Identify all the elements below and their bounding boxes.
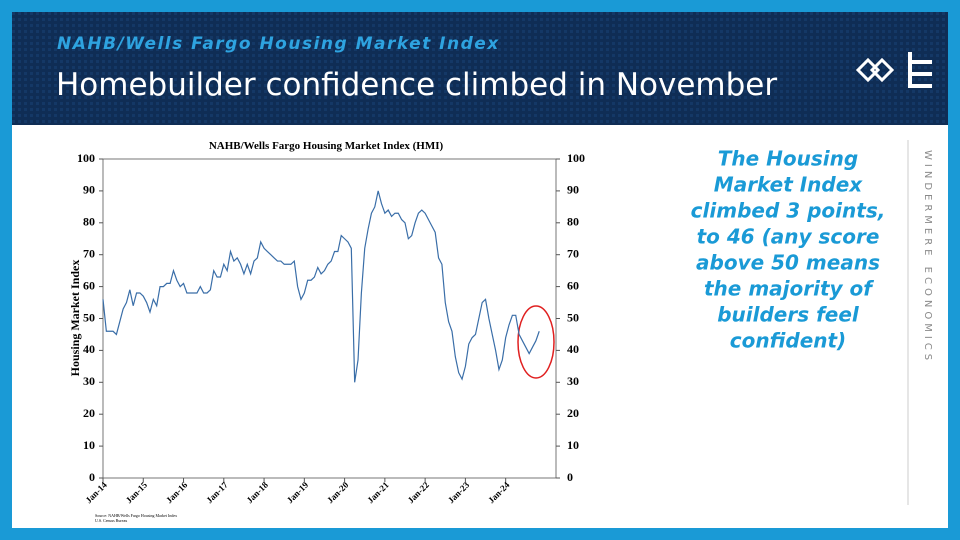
y-tick-label: 30 <box>83 374 95 388</box>
y2-tick-label: 0 <box>567 470 573 484</box>
chart-title: NAHB/Wells Fargo Housing Market Index (H… <box>209 140 444 152</box>
y-tick-label: 20 <box>83 406 95 420</box>
y-tick-label: 100 <box>77 151 95 165</box>
header-band <box>12 12 948 125</box>
line-series <box>102 190 540 383</box>
y2-tick-label: 40 <box>567 342 579 356</box>
y-tick-label: 60 <box>83 278 95 292</box>
highlight-circle <box>517 305 555 379</box>
y-tick-label: 80 <box>83 215 95 229</box>
y-axis-label: Housing Market Index <box>68 260 82 377</box>
callout-line: builders feel <box>717 303 860 327</box>
y-tick-label: 70 <box>83 246 95 260</box>
y-tick-label: 10 <box>83 438 95 452</box>
callout-line: climbed 3 points, <box>691 199 886 223</box>
y2-tick-label: 80 <box>567 215 579 229</box>
logo <box>855 52 932 88</box>
source: Source: NAHB/Wells Fargo Housing Market … <box>95 513 177 518</box>
title: Homebuilder confidence climbed in Novemb… <box>56 67 777 103</box>
callout-line: to 46 (any score <box>697 225 880 249</box>
y-tick-label: 0 <box>89 470 95 484</box>
callout-line: The Housing <box>718 147 858 171</box>
y2-tick-label: 10 <box>567 438 579 452</box>
callout-line: Market Index <box>714 173 863 197</box>
y2-tick-label: 30 <box>567 374 579 388</box>
callout-line: confident) <box>730 329 846 353</box>
brand: WINDERMERE ECONOMICS <box>922 150 933 364</box>
y2-tick-label: 60 <box>567 278 579 292</box>
y-tick-label: 50 <box>83 310 95 324</box>
source: U.S. Census Bureau <box>95 518 127 523</box>
y2-tick-label: 50 <box>567 310 579 324</box>
callout-line: above 50 means <box>696 251 880 275</box>
y-tick-label: 90 <box>83 183 95 197</box>
y-tick-label: 40 <box>83 342 95 356</box>
subtitle: NAHB/Wells Fargo Housing Market Index <box>57 34 500 54</box>
y2-tick-label: 70 <box>567 246 579 260</box>
y2-tick-label: 90 <box>567 183 579 197</box>
y2-tick-label: 100 <box>567 151 585 165</box>
y2-tick-label: 20 <box>567 406 579 420</box>
callout-line: the majority of <box>704 277 874 301</box>
